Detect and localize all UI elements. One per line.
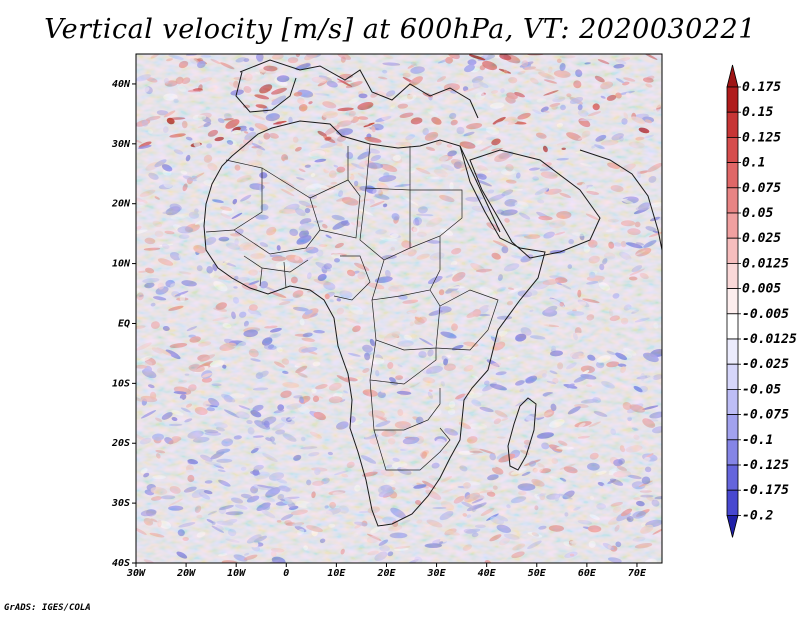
europe-coastline: [239, 59, 479, 119]
lon-tick-label: 20E: [376, 568, 396, 579]
lat-tick-label: 20N: [111, 199, 131, 210]
map-area: [135, 53, 663, 564]
colorbar-label: -0.1: [742, 433, 773, 448]
red-sea-shore: [459, 145, 501, 233]
colorbar-swatch: [726, 187, 739, 214]
footer-credit: GrADS: IGES/COLA: [4, 603, 91, 613]
country-borders: [205, 143, 499, 471]
lat-tick-label: 40S: [112, 558, 130, 569]
colorbar-label: -0.175: [742, 483, 789, 498]
longitude-axis: 30W 20W 10W 0 10E 20E 30E 40E 50E 60E 70E: [126, 563, 647, 579]
colorbar-label: 0.125: [742, 130, 781, 145]
velocity-texture: [136, 54, 662, 563]
map-title: Vertical velocity [m/s] at 600hPa, VT: 2…: [44, 14, 756, 45]
latitude-axis: 40N 30N 20N 10N EQ 10S 20S 30S 40S: [111, 79, 136, 569]
colorbar-label: -0.0125: [742, 332, 797, 347]
lon-tick-label: 50E: [528, 568, 547, 579]
lat-tick-label: EQ: [118, 318, 130, 329]
colorbar-swatch: [726, 489, 739, 516]
lon-tick-label: 0: [283, 568, 289, 579]
colorbar-swatch: [726, 212, 739, 239]
colorbar-swatch: [726, 136, 739, 163]
africa-coastline: [203, 120, 546, 527]
lat-tick-label: 10S: [112, 378, 130, 389]
lon-tick-label: 30W: [126, 568, 146, 579]
colorbar-swatch: [726, 237, 739, 264]
colorbar-label: -0.005: [742, 307, 789, 322]
lat-tick-label: 10N: [112, 259, 131, 270]
madagascar-coastline: [507, 397, 537, 471]
lon-tick-label: 70E: [628, 568, 647, 579]
colorbar-bottom-arrow: [726, 515, 739, 538]
colorbar-swatch: [726, 388, 739, 415]
lon-tick-label: 10W: [227, 568, 246, 579]
colorbar-label: 0.1: [742, 156, 765, 171]
asia-coastline: [579, 149, 662, 251]
lat-tick-label: 20S: [111, 438, 130, 449]
colorbar-swatch: [726, 288, 739, 315]
colorbar-label: -0.125: [742, 458, 789, 473]
colorbar-swatch: [726, 363, 739, 390]
iberia-coastline: [235, 71, 297, 113]
colorbar-label: 0.05: [742, 206, 773, 221]
colorbar-swatch: [726, 111, 739, 138]
map-frame: [135, 53, 663, 564]
colorbar-top-arrow: [726, 64, 739, 88]
arabia-coastline: [469, 149, 601, 259]
colorbar: 0.175 0.15 0.125 0.1 0.075 0.05 0.025 0.0125 0.0…: [726, 64, 797, 538]
lon-tick-label: 30E: [427, 568, 447, 579]
lon-tick-label: 40E: [478, 568, 497, 579]
colorbar-label: -0.05: [742, 382, 781, 397]
colorbar-label: 0.0125: [742, 256, 789, 271]
colorbar-swatch: [726, 338, 739, 365]
colorbar-label: -0.025: [742, 357, 789, 372]
colorbar-swatch: [726, 162, 739, 189]
colorbar-label: -0.075: [742, 408, 789, 423]
colorbar-label: 0.075: [742, 181, 781, 196]
colorbar-label: 0.025: [742, 231, 781, 246]
lat-tick-label: 40N: [112, 79, 131, 90]
colorbar-swatch: [726, 86, 739, 113]
colorbar-label: -0.2: [742, 508, 773, 523]
colorbar-label: 0.005: [742, 282, 781, 297]
colorbar-label: 0.175: [742, 80, 781, 95]
coastlines: [203, 59, 662, 527]
colorbar-swatch: [726, 464, 739, 491]
lon-tick-label: 10E: [327, 568, 346, 579]
colorbar-swatch: [726, 439, 739, 466]
lon-tick-label: 20W: [176, 568, 196, 579]
colorbar-swatch: [726, 414, 739, 441]
colorbar-swatch: [726, 262, 739, 289]
lat-tick-label: 30S: [111, 498, 130, 509]
colorbar-swatch: [726, 313, 739, 340]
lon-tick-label: 60E: [578, 568, 597, 579]
colorbar-label: 0.15: [742, 105, 773, 120]
lat-tick-label: 30N: [111, 139, 131, 150]
